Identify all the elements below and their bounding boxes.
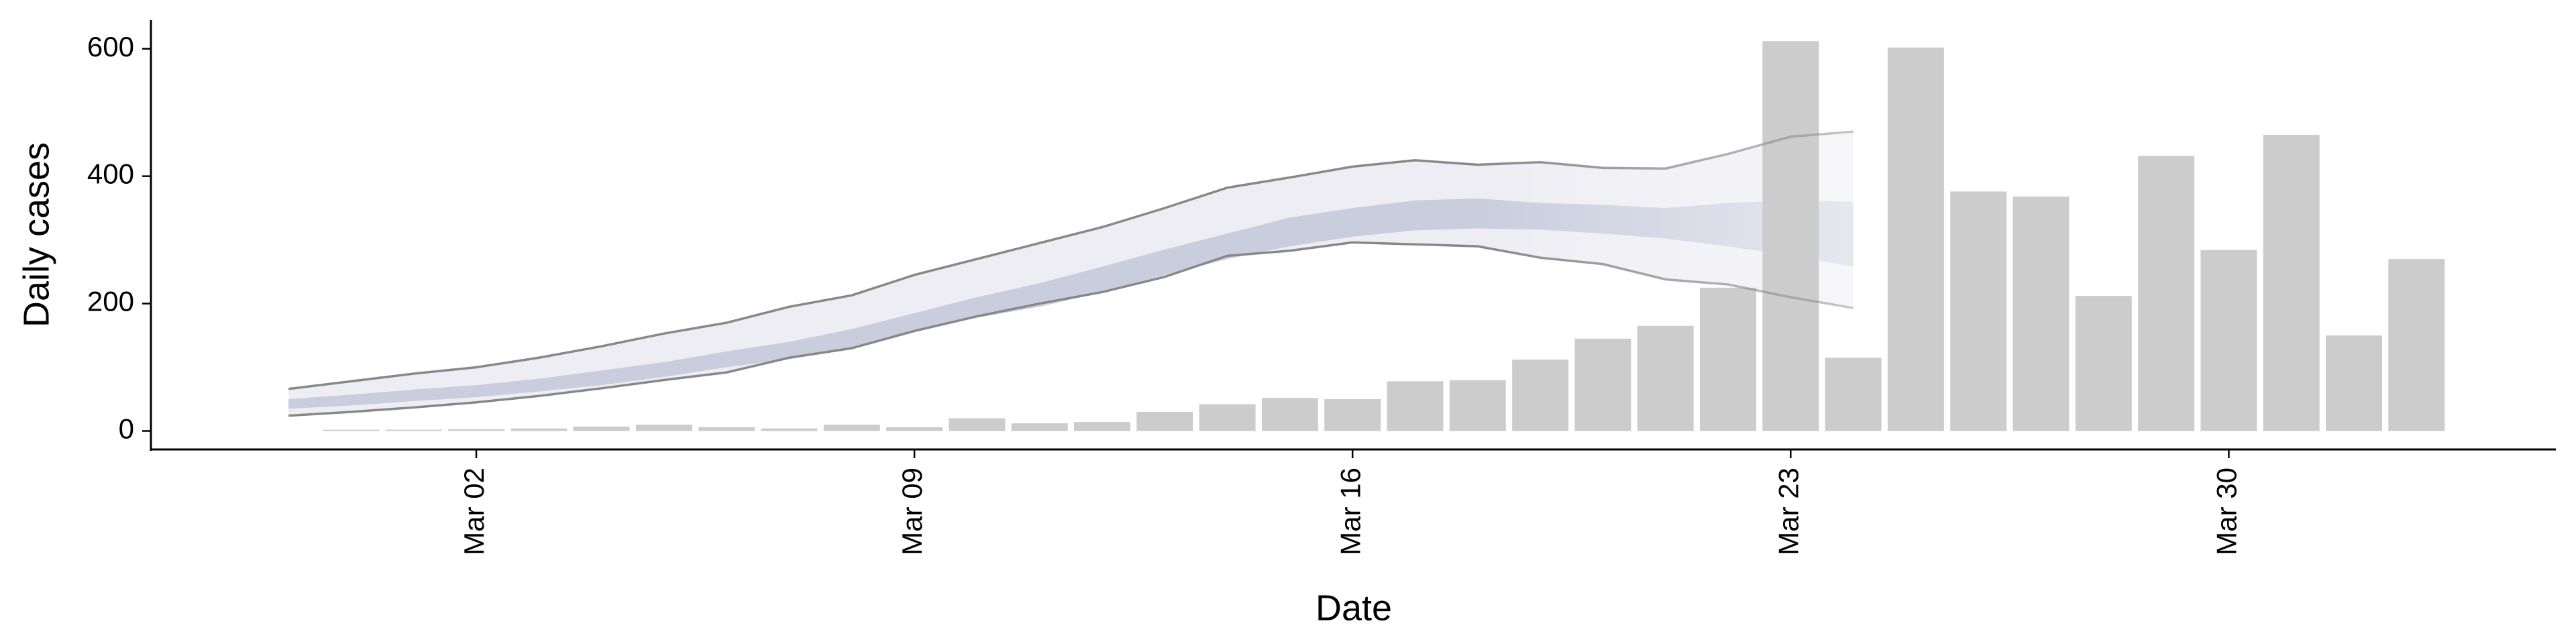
bar	[573, 426, 630, 431]
x-tick-label: Mar 09	[896, 468, 928, 555]
bar	[1950, 191, 2007, 431]
x-tick-label: Mar 16	[1334, 468, 1366, 555]
bar	[1762, 41, 1819, 431]
y-tick-label: 200	[87, 286, 134, 317]
bar	[1512, 360, 1569, 431]
x-axis-title: Date	[1316, 588, 1392, 628]
bar	[2263, 134, 2320, 431]
x-tick-label: Mar 30	[2210, 468, 2242, 555]
x-tick-label: Mar 23	[1772, 468, 1804, 555]
bar	[2012, 197, 2070, 431]
bar	[1011, 423, 1068, 431]
y-tick-label: 400	[87, 158, 134, 190]
bar	[1387, 381, 1444, 431]
bar	[448, 429, 504, 431]
bar	[385, 429, 442, 431]
bar	[1449, 380, 1506, 431]
x-tick-label: Mar 02	[458, 468, 490, 555]
bar	[1637, 325, 1694, 431]
bar	[2388, 259, 2445, 431]
y-tick-label: 600	[87, 31, 134, 62]
bar	[1199, 404, 1256, 431]
bar	[1324, 398, 1381, 431]
bar	[1261, 398, 1318, 431]
bar	[1700, 287, 1756, 431]
bar	[1887, 47, 1944, 431]
bar	[949, 418, 1006, 431]
bars	[323, 41, 2445, 431]
bar	[2075, 296, 2132, 431]
y-tick-label: 0	[119, 413, 134, 445]
interval	[288, 131, 1854, 416]
bar	[823, 424, 880, 431]
y-axis-title: Daily cases	[16, 142, 56, 327]
bar	[2138, 156, 2195, 431]
bar	[1825, 358, 1882, 431]
bar	[1136, 411, 1193, 431]
bar	[2326, 335, 2382, 431]
bar	[698, 427, 755, 431]
bar	[511, 428, 568, 431]
interval-line	[288, 130, 1854, 390]
bar	[761, 428, 818, 431]
bar	[886, 427, 943, 431]
interval-band	[288, 198, 1854, 409]
bar	[635, 424, 692, 431]
interval-line	[288, 241, 1854, 417]
bar	[323, 429, 380, 431]
bar	[1074, 422, 1130, 431]
bar	[1574, 338, 1631, 431]
interval-lines	[288, 130, 1854, 417]
bar	[2200, 250, 2257, 431]
